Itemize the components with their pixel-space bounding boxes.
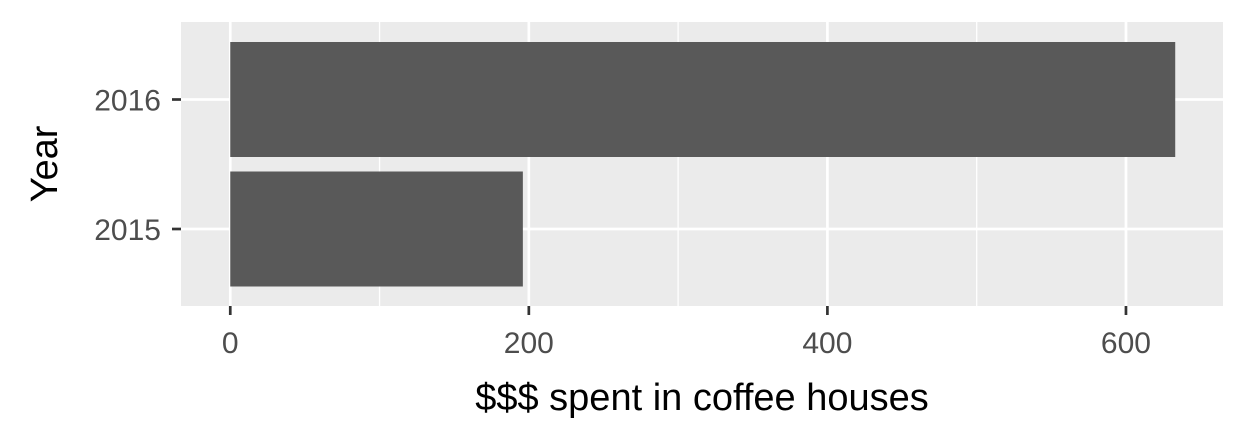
y-tick-label: 2015 [94, 214, 161, 247]
bars [230, 42, 1176, 287]
bar-2015 [230, 171, 523, 287]
x-tick-label: 600 [1101, 327, 1151, 360]
bar-2016 [230, 42, 1176, 157]
y-axis: 2015 2016 [94, 85, 181, 247]
x-tick-label: 400 [802, 327, 852, 360]
y-tick-label: 2016 [94, 85, 161, 118]
y-axis-title: Year [24, 125, 66, 202]
x-axis: 0 200 400 600 [222, 306, 1151, 360]
x-tick-label: 200 [504, 327, 554, 360]
x-axis-title: $$$ spent in coffee houses [475, 377, 929, 419]
x-tick-label: 0 [222, 327, 239, 360]
